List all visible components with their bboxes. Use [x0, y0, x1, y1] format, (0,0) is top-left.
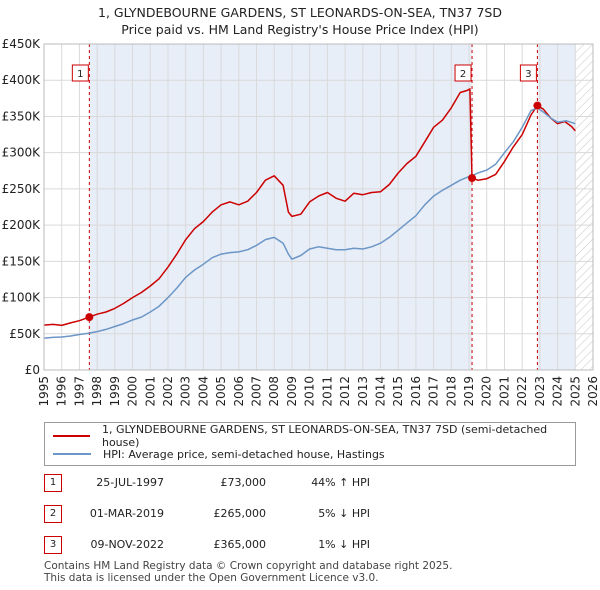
y-tick-label: £50K: [9, 327, 41, 341]
sale-date: 09-NOV-2022: [90, 538, 164, 551]
x-tick-label: 2015: [391, 376, 405, 407]
x-tick-label: 2001: [143, 376, 157, 407]
x-tick-label: 2014: [373, 376, 387, 407]
legend-label-property: 1, GLYNDEBOURNE GARDENS, ST LEONARDS-ON-…: [101, 423, 548, 449]
sale-number-badge: 3: [44, 536, 62, 554]
plot-border: [43, 43, 594, 371]
x-tick-label: 1998: [90, 376, 104, 407]
x-tick-label: 2000: [126, 376, 140, 407]
x-tick-label: 2019: [462, 376, 476, 407]
sale-marker-label: 1: [77, 69, 83, 80]
x-tick-label: 2018: [444, 376, 458, 407]
footer-licence: This data is licensed under the Open Gov…: [44, 572, 379, 584]
y-tick-label: £0: [25, 363, 40, 377]
y-tick-label: £400K: [2, 73, 42, 87]
price-chart: £0 £50K £100K £150K £200K £250K £300K £350K £400…: [2, 37, 600, 407]
sale-date: 01-MAR-2019: [89, 507, 164, 520]
ownership-band: [89, 44, 473, 370]
sale-marker-label: 2: [460, 69, 466, 80]
x-tick-label: 2008: [267, 376, 281, 407]
sale-price: £73,000: [220, 476, 267, 489]
x-tick-label: 2016: [409, 376, 423, 407]
sale-marker-box: [71, 64, 89, 82]
x-tick-label: 2023: [533, 376, 547, 407]
x-tick-label: 1995: [37, 376, 51, 407]
sale-hpi-diff: 5% ↓ HPI: [318, 507, 370, 520]
sale-number-badge: 2: [44, 505, 62, 523]
attribution-footer: Contains HM Land Registry data © Crown c…: [44, 560, 452, 584]
ownership-band: [537, 44, 576, 370]
hpi-line: [43, 107, 576, 339]
y-tick-label: £300K: [2, 146, 42, 160]
sale-point: [85, 313, 94, 322]
x-tick-label: 2003: [179, 376, 193, 407]
sale-price: £265,000: [213, 507, 267, 520]
sale-marker-box: [519, 64, 537, 82]
x-tick-label: 1996: [55, 376, 69, 407]
sale-hpi-diff: 1% ↓ HPI: [318, 538, 370, 551]
footer-copyright: Contains HM Land Registry data © Crown c…: [44, 560, 453, 572]
legend-entry-hpi: HPI: Average price, semi-detached house,…: [53, 445, 385, 463]
legend-swatch-property: [53, 435, 90, 437]
y-tick-label: £150K: [2, 254, 42, 268]
legend-swatch-hpi: [53, 453, 91, 455]
x-tick-label: 2005: [214, 376, 228, 407]
chart-title-line2: Price paid vs. HM Land Registry's House …: [121, 22, 479, 37]
sale-hpi-diff: 44% ↑ HPI: [311, 476, 370, 489]
y-tick-label: £450K: [2, 37, 42, 51]
x-tick-label: 2006: [232, 376, 246, 407]
x-tick-label: 1997: [72, 376, 86, 407]
x-tick-label: 2002: [161, 376, 175, 407]
x-tick-label: 2022: [515, 376, 529, 407]
x-tick-label: 2026: [586, 376, 600, 407]
x-tick-label: 2012: [338, 376, 352, 407]
sale-marker-label: 3: [525, 69, 531, 80]
sale-point: [468, 174, 477, 183]
property-price-line: [43, 88, 576, 327]
x-tick-label: 2011: [320, 376, 334, 407]
y-tick-label: £250K: [2, 182, 42, 196]
legend-entry-property: 1, GLYNDEBOURNE GARDENS, ST LEONARDS-ON-…: [53, 423, 575, 449]
sale-marker-box: [454, 64, 472, 82]
chart-title-line1: 1, GLYNDEBOURNE GARDENS, ST LEONARDS-ON-…: [98, 5, 502, 20]
x-tick-label: 2007: [250, 376, 264, 407]
y-tick-label: £350K: [2, 109, 42, 123]
x-tick-label: 2010: [303, 376, 317, 407]
x-tick-label: 2004: [196, 376, 210, 407]
x-tick-label: 2020: [480, 376, 494, 407]
sale-date: 25-JUL-1997: [96, 476, 164, 489]
x-tick-label: 2009: [285, 376, 299, 407]
chart-legend: 1, GLYNDEBOURNE GARDENS, ST LEONARDS-ON-…: [44, 422, 576, 466]
x-tick-label: 2025: [568, 376, 582, 407]
sale-point: [533, 101, 542, 110]
x-tick-label: 2024: [551, 376, 565, 407]
sale-price: £365,000: [213, 538, 267, 551]
x-tick-label: 2021: [497, 376, 511, 407]
y-tick-label: £200K: [2, 218, 42, 232]
sale-number-badge: 1: [44, 474, 62, 492]
x-tick-label: 1999: [108, 376, 122, 407]
x-tick-label: 2013: [356, 376, 370, 407]
legend-label-hpi: HPI: Average price, semi-detached house,…: [103, 447, 385, 461]
y-tick-label: £100K: [2, 291, 42, 305]
x-tick-label: 2017: [427, 376, 441, 407]
forecast-hatch: [575, 44, 593, 370]
